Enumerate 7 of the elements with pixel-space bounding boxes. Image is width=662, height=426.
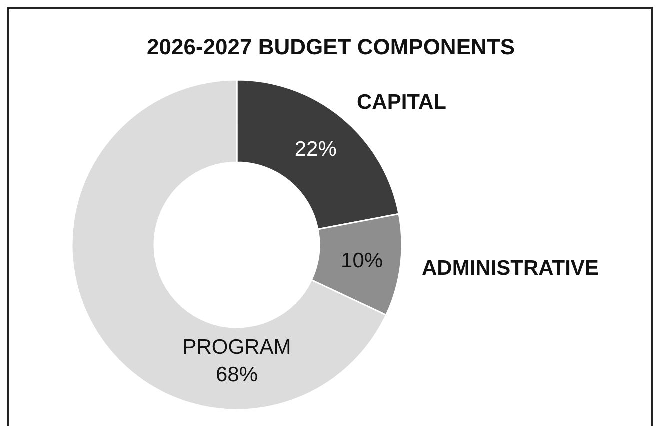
chart-title: 2026-2027 BUDGET COMPONENTS <box>147 34 515 60</box>
data-label: 68% <box>216 363 258 386</box>
data-label: 10% <box>341 249 384 272</box>
slice-label: CAPITAL <box>357 91 447 114</box>
slice-label: PROGRAM <box>182 336 292 359</box>
data-label: 22% <box>294 138 337 162</box>
slice-label: ADMINISTRATIVE <box>422 257 599 280</box>
